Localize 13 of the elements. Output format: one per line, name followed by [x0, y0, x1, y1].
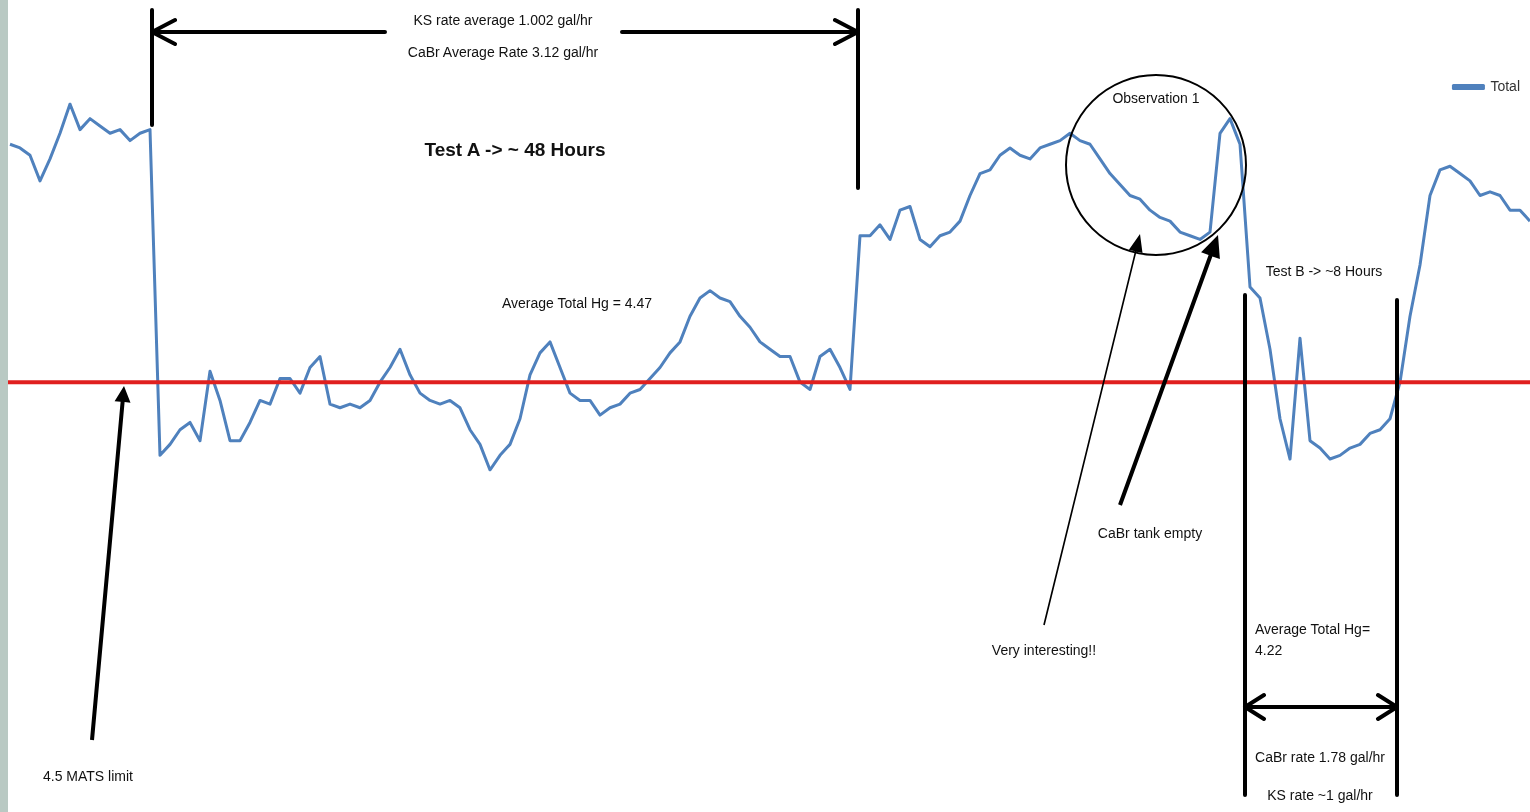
- legend-label: Total: [1490, 77, 1521, 94]
- annotation: Test B -> ~8 Hours: [1262, 262, 1386, 279]
- text: CaBr Average Rate 3.12 gal/hr: [404, 43, 602, 60]
- annotation: Average Total Hg = 4.47: [498, 294, 656, 311]
- annotation: Test A -> ~ 48 Hours: [421, 138, 609, 161]
- text: CaBr tank empty: [1094, 524, 1206, 541]
- text: Very interesting!!: [988, 641, 1100, 658]
- text: 4.5 MATS limit: [40, 767, 136, 784]
- text: CaBr rate 1.78 gal/hr: [1252, 748, 1388, 765]
- annotation: Observation 1: [1109, 89, 1203, 106]
- text: KS rate ~1 gal/hr: [1264, 786, 1376, 803]
- text: KS rate average 1.002 gal/hr: [410, 11, 596, 28]
- text: Average Total Hg= 4.22: [1252, 618, 1388, 661]
